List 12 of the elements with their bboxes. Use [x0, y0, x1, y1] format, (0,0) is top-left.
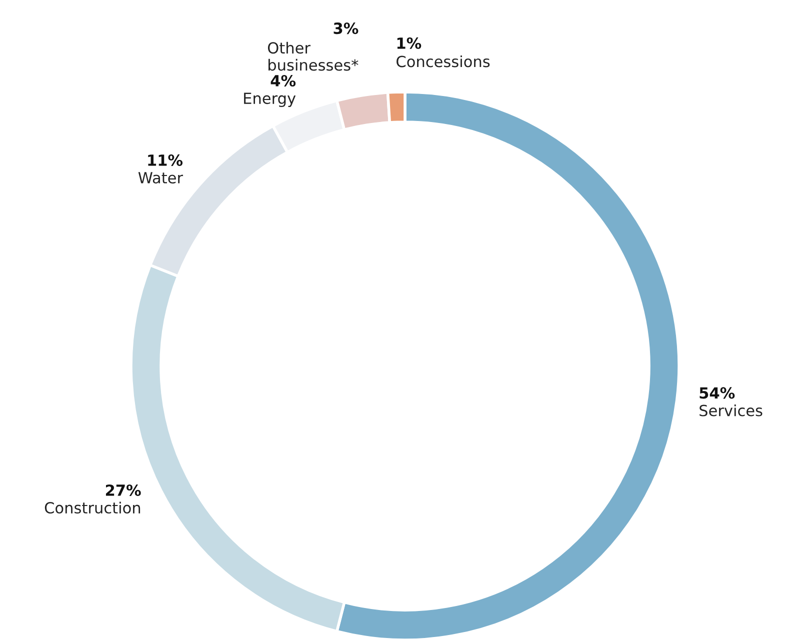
- slice-label: Concessions: [396, 55, 490, 68]
- slice-label: Energy: [244, 92, 296, 108]
- data-label: 54%: [700, 387, 735, 399]
- data-label: 11%: [148, 154, 183, 166]
- data-label: 4%: [270, 74, 296, 87]
- data-label: 1%: [397, 37, 422, 49]
- slice-label: Construction: [44, 502, 140, 514]
- slice-label: Services: [700, 404, 762, 416]
- data-label: 27%: [106, 484, 141, 496]
- data-label: 3%: [334, 22, 358, 34]
- slice-label: Other businesses*: [268, 42, 358, 71]
- slice-label: Water: [138, 172, 184, 184]
